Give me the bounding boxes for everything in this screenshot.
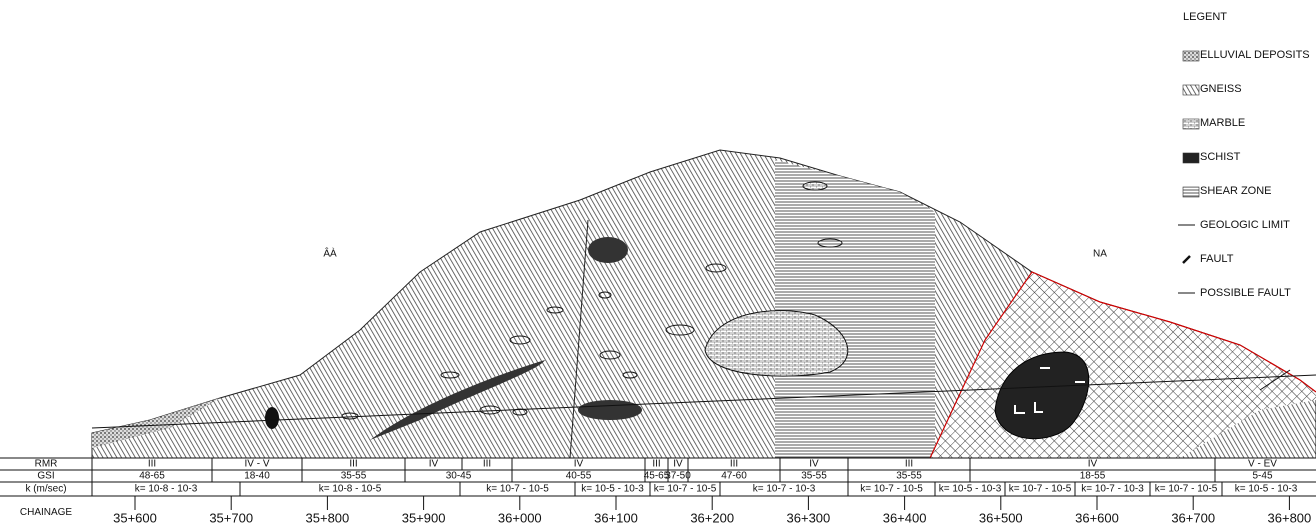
legend-label: SHEAR ZONE (1200, 185, 1272, 197)
row-header: GSI (37, 471, 54, 482)
legend-symbol (1183, 256, 1190, 263)
row-header: k (m/sec) (25, 484, 66, 495)
chainage-label: 36+100 (594, 510, 638, 525)
cell: k= 10-8 - 10-3 (135, 484, 198, 495)
cell: IV (673, 459, 683, 470)
legend-swatch (1183, 153, 1199, 163)
row-header: RMR (35, 459, 58, 470)
legend-label: GNEISS (1200, 83, 1242, 95)
cell: IV - V (244, 459, 269, 470)
cell: III (905, 459, 913, 470)
cell: 48-65 (139, 471, 165, 482)
chainage-label: 36+600 (1075, 510, 1119, 525)
chainage-label: 36+700 (1171, 510, 1215, 525)
cell: III (483, 459, 491, 470)
chainage-label: 36+300 (787, 510, 831, 525)
cell: 47-60 (721, 471, 747, 482)
chainage-label: 35+600 (113, 510, 157, 525)
cell: k= 10-7 - 10-5 (1009, 484, 1072, 495)
legend-swatch (1183, 51, 1199, 61)
cell: IV (1088, 459, 1098, 470)
geologic-section: ÂÀ NA LEGENT ELLUVIAL DEPOSITS GNEISS MARB… (0, 0, 1316, 529)
cell: IV (574, 459, 584, 470)
legend-label: MARBLE (1200, 117, 1245, 129)
cell: III (349, 459, 357, 470)
legend-label: SCHIST (1200, 151, 1241, 163)
chainage-label: 36+500 (979, 510, 1023, 525)
chainage-label: 36+400 (883, 510, 927, 525)
chainage-label: 35+700 (209, 510, 253, 525)
chainage-label: 35+800 (306, 510, 350, 525)
region-label: ÂÀ (323, 247, 337, 260)
legend-title: LEGENT (1183, 11, 1227, 23)
cell: k= 10-7 - 10-5 (486, 484, 549, 495)
cell: 35-55 (801, 471, 827, 482)
legend: LEGENT ELLUVIAL DEPOSITS GNEISS MARBLE SCHI… (1178, 11, 1310, 299)
cell: 35-55 (341, 471, 367, 482)
legend-label: GEOLOGIC LIMIT (1200, 219, 1290, 231)
cell: k= 10-5 - 10-3 (1235, 484, 1298, 495)
legend-swatch (1183, 187, 1199, 197)
legend-swatch (1183, 119, 1199, 129)
chainage-label: 35+900 (402, 510, 446, 525)
chainage-label: 36+200 (690, 510, 734, 525)
chainage-label: 36+800 (1268, 510, 1312, 525)
cell: k= 10-7 - 10-5 (654, 484, 717, 495)
cell: k= 10-7 - 10-5 (1155, 484, 1218, 495)
region-label: NA (1093, 249, 1107, 260)
cell: 18-55 (1080, 471, 1106, 482)
cell: III (148, 459, 156, 470)
cross-section (92, 150, 1316, 458)
cell: k= 10-7 - 10-3 (753, 484, 816, 495)
cell: IV (429, 459, 439, 470)
cell: k= 10-8 - 10-5 (319, 484, 382, 495)
cell: k= 10-7 - 10-5 (860, 484, 923, 495)
cell: III (730, 459, 738, 470)
legend-label: FAULT (1200, 253, 1234, 265)
row-header: CHAINAGE (20, 507, 73, 518)
legend-swatch (1183, 85, 1199, 95)
cell: 30-45 (446, 471, 472, 482)
cell: 5-45 (1252, 471, 1272, 482)
cell: k= 10-7 - 10-3 (1081, 484, 1144, 495)
legend-label: POSSIBLE FAULT (1200, 287, 1291, 299)
cell: 35-55 (896, 471, 922, 482)
cell: 18-40 (244, 471, 270, 482)
cell: 40-55 (566, 471, 592, 482)
cell: IV (809, 459, 819, 470)
cell: k= 10-5 - 10-3 (939, 484, 1002, 495)
cell: V - EV (1248, 459, 1277, 470)
cell: k= 10-5 - 10-3 (581, 484, 644, 495)
chainage-label: 36+000 (498, 510, 542, 525)
cell: 37-50 (665, 471, 691, 482)
legend-label: ELLUVIAL DEPOSITS (1200, 49, 1310, 61)
cell: III (652, 459, 660, 470)
